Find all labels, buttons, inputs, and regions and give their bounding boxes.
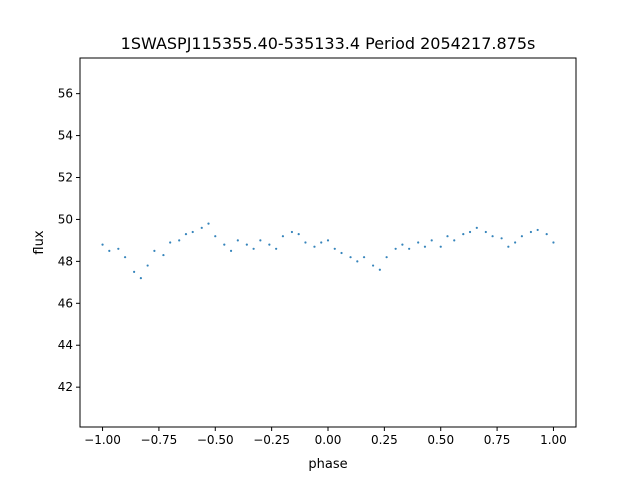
data-point [446,235,449,238]
data-point [290,230,294,234]
data-point [268,243,271,246]
data-point [229,249,233,252]
x-axis-label: phase [308,457,347,472]
data-point [200,226,203,229]
y-tick-label: 46 [58,296,73,310]
data-point [252,247,255,250]
data-point [423,245,427,248]
data-point [326,239,330,242]
data-point [552,241,555,244]
data-point [191,230,194,234]
x-tick-label: 0.50 [427,433,454,447]
data-point [178,239,181,242]
data-point [520,235,523,238]
x-tick-label: −0.75 [141,433,178,447]
y-tick-label: 52 [58,171,73,185]
data-point [108,249,111,252]
data-point [153,249,156,252]
data-point [214,235,217,238]
x-tick-label: −0.50 [197,433,234,447]
data-point [362,256,366,259]
data-point [356,260,359,263]
data-point [236,239,239,242]
data-point [394,247,397,250]
data-point [281,235,285,238]
data-point [117,247,120,250]
y-tick-label: 42 [58,380,73,394]
data-point [275,247,278,250]
y-tick-label: 48 [58,254,73,268]
data-point [146,264,149,267]
data-point [529,230,533,234]
data-point [245,243,248,246]
y-tick-label: 44 [58,338,73,352]
data-point [340,251,343,255]
data-point [304,241,307,244]
y-tick-label: 54 [58,129,73,143]
y-tick-label: 50 [58,212,73,226]
data-point [468,230,472,234]
chart-title: 1SWASPJ115355.40-535133.4 Period 2054217… [121,34,536,53]
data-point [162,253,165,257]
data-point [133,270,136,273]
data-point [430,239,433,242]
data-point [320,241,323,244]
data-point [139,277,142,280]
data-point [169,241,172,244]
data-point [484,230,487,234]
data-point [349,256,352,259]
data-point [475,226,478,229]
data-point [184,233,188,236]
data-point [545,233,548,236]
data-point [514,241,517,244]
data-point [333,247,336,250]
data-point [313,245,316,248]
y-axis-label: flux [32,230,47,254]
data-point [207,222,210,225]
data-point [297,233,300,236]
x-tick-label: −1.00 [84,433,121,447]
x-tick-label: 0.00 [315,433,342,447]
data-point [385,256,388,259]
x-axis: −1.00 −0.75 −0.50 −0.25 0.00 0.25 0.50 0.75 1.00 [84,427,567,447]
data-point [417,241,420,244]
data-point [371,264,375,267]
data-point [223,243,226,246]
data-point [101,243,104,246]
data-point [491,235,494,238]
y-axis: 42 44 46 48 50 52 54 56 [58,87,80,394]
data-point [123,256,127,259]
data-point [536,228,539,232]
y-tick-label: 56 [58,87,73,101]
data-point [378,268,381,271]
data-point [408,247,411,250]
data-point [462,233,465,236]
x-tick-label: 0.75 [484,433,511,447]
x-tick-label: 1.00 [540,433,567,447]
data-point [401,243,404,246]
data-point [500,237,503,240]
data-point [259,239,262,242]
data-point [439,245,442,248]
data-point [507,245,510,248]
x-tick-label: −0.25 [253,433,290,447]
data-points [101,222,555,280]
data-point [453,239,456,242]
x-tick-label: 0.25 [371,433,398,447]
